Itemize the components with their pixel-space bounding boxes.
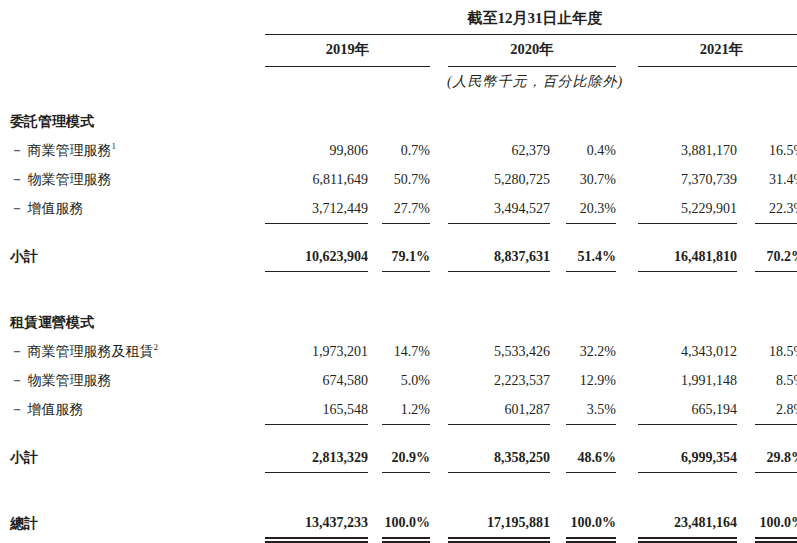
- year-header-2021: 2021年: [638, 34, 797, 66]
- percent-cell: 48.6%: [566, 442, 616, 472]
- spacer: [10, 66, 265, 94]
- percent-cell: 30.7%: [566, 165, 616, 194]
- amount-cell: 8,358,250: [448, 442, 550, 472]
- row-label: － 商業管理服務1: [10, 136, 265, 165]
- amount-cell: 13,437,233: [265, 508, 368, 538]
- column-gap: [616, 34, 638, 66]
- spacer: [10, 94, 797, 108]
- column-gap: [430, 34, 448, 66]
- percent-cell: 100.0%: [382, 508, 430, 538]
- spacer: [265, 309, 797, 337]
- percent-cell: 18.5%: [755, 337, 797, 366]
- spacer: [10, 424, 797, 442]
- amount-cell: 3,881,170: [638, 136, 737, 165]
- total-label: 總計: [10, 508, 265, 538]
- amount-cell: 5,229,901: [638, 194, 737, 223]
- table-row: － 物業管理服務 674,580 5.0% 2,223,537 12.9% 1,…: [10, 366, 797, 395]
- subtotal-row: 小計 2,813,329 20.9% 8,358,250 48.6% 6,999…: [10, 442, 797, 472]
- total-row: 總計 13,437,233 100.0% 17,195,881 100.0% 2…: [10, 508, 797, 538]
- amount-cell: 5,280,725: [448, 165, 550, 194]
- amount-cell: 16,481,810: [638, 241, 737, 271]
- section-title-entrusted: 委託管理模式: [10, 108, 265, 136]
- amount-cell: 7,370,739: [638, 165, 737, 194]
- amount-cell: 62,379: [448, 136, 550, 165]
- percent-cell: 1.2%: [382, 395, 430, 424]
- amount-cell: 6,811,649: [265, 165, 368, 194]
- amount-cell: 2,813,329: [265, 442, 368, 472]
- amount-cell: 665,194: [638, 395, 737, 424]
- amount-cell: 674,580: [265, 366, 368, 395]
- row-label: － 增值服務: [10, 395, 265, 424]
- spacer: [10, 34, 265, 66]
- amount-cell: 3,712,449: [265, 194, 368, 223]
- percent-cell: 50.7%: [382, 165, 430, 194]
- spacer: [10, 271, 797, 309]
- amount-cell: 8,837,631: [448, 241, 550, 271]
- table-row: － 商業管理服務1 99,806 0.7% 62,379 0.4% 3,881,…: [10, 136, 797, 165]
- percent-cell: 29.8%: [755, 442, 797, 472]
- percent-cell: 16.5%: [755, 136, 797, 165]
- financial-table-page: 截至12月31日止年度 2019年 2020年 2021年 (人民幣千元，百分比…: [0, 0, 797, 543]
- percent-cell: 27.7%: [382, 194, 430, 223]
- revenue-breakdown-table: 截至12月31日止年度 2019年 2020年 2021年 (人民幣千元，百分比…: [10, 4, 797, 539]
- spacer: [265, 108, 797, 136]
- amount-cell: 17,195,881: [448, 508, 550, 538]
- percent-cell: 100.0%: [566, 508, 616, 538]
- amount-cell: 601,287: [448, 395, 550, 424]
- amount-cell: 10,623,904: [265, 241, 368, 271]
- percent-cell: 14.7%: [382, 337, 430, 366]
- spacer: [10, 223, 797, 241]
- year-header-2019: 2019年: [265, 34, 430, 66]
- subtotal-label: 小計: [10, 442, 265, 472]
- percent-cell: 20.9%: [382, 442, 430, 472]
- percent-cell: 8.5%: [755, 366, 797, 395]
- percent-cell: 3.5%: [566, 395, 616, 424]
- percent-cell: 12.9%: [566, 366, 616, 395]
- subtotal-row: 小計 10,623,904 79.1% 8,837,631 51.4% 16,4…: [10, 241, 797, 271]
- amount-cell: 2,223,537: [448, 366, 550, 395]
- amount-cell: 6,999,354: [638, 442, 737, 472]
- percent-cell: 51.4%: [566, 241, 616, 271]
- spacer: [10, 4, 265, 34]
- year-header-2020: 2020年: [448, 34, 616, 66]
- percent-cell: 20.3%: [566, 194, 616, 223]
- table-row: － 商業管理服務及租賃2 1,973,201 14.7% 5,533,426 3…: [10, 337, 797, 366]
- percent-cell: 100.0%: [755, 508, 797, 538]
- amount-cell: 1,973,201: [265, 337, 368, 366]
- spacer: [10, 472, 797, 508]
- amount-cell: 99,806: [265, 136, 368, 165]
- footnote-marker: 2: [154, 343, 159, 353]
- section-title-lease: 租賃運營模式: [10, 309, 265, 337]
- amount-cell: 23,481,164: [638, 508, 737, 538]
- percent-cell: 0.4%: [566, 136, 616, 165]
- percent-cell: 70.2%: [755, 241, 797, 271]
- row-label: － 物業管理服務: [10, 366, 265, 395]
- amount-cell: 5,533,426: [448, 337, 550, 366]
- unit-note: (人民幣千元，百分比除外): [265, 66, 797, 94]
- percent-cell: 2.8%: [755, 395, 797, 424]
- percent-cell: 0.7%: [382, 136, 430, 165]
- row-label: － 商業管理服務及租賃2: [10, 337, 265, 366]
- row-label: － 物業管理服務: [10, 165, 265, 194]
- row-label: － 增值服務: [10, 194, 265, 223]
- amount-cell: 3,494,527: [448, 194, 550, 223]
- percent-cell: 31.4%: [755, 165, 797, 194]
- period-header: 截至12月31日止年度: [265, 4, 797, 34]
- percent-cell: 32.2%: [566, 337, 616, 366]
- amount-cell: 1,991,148: [638, 366, 737, 395]
- percent-cell: 22.3%: [755, 194, 797, 223]
- table-row: － 增值服務 3,712,449 27.7% 3,494,527 20.3% 5…: [10, 194, 797, 223]
- subtotal-label: 小計: [10, 241, 265, 271]
- amount-cell: 4,343,012: [638, 337, 737, 366]
- footnote-marker: 1: [112, 142, 117, 152]
- percent-cell: 79.1%: [382, 241, 430, 271]
- amount-cell: 165,548: [265, 395, 368, 424]
- table-row: － 增值服務 165,548 1.2% 601,287 3.5% 665,194…: [10, 395, 797, 424]
- table-row: － 物業管理服務 6,811,649 50.7% 5,280,725 30.7%…: [10, 165, 797, 194]
- percent-cell: 5.0%: [382, 366, 430, 395]
